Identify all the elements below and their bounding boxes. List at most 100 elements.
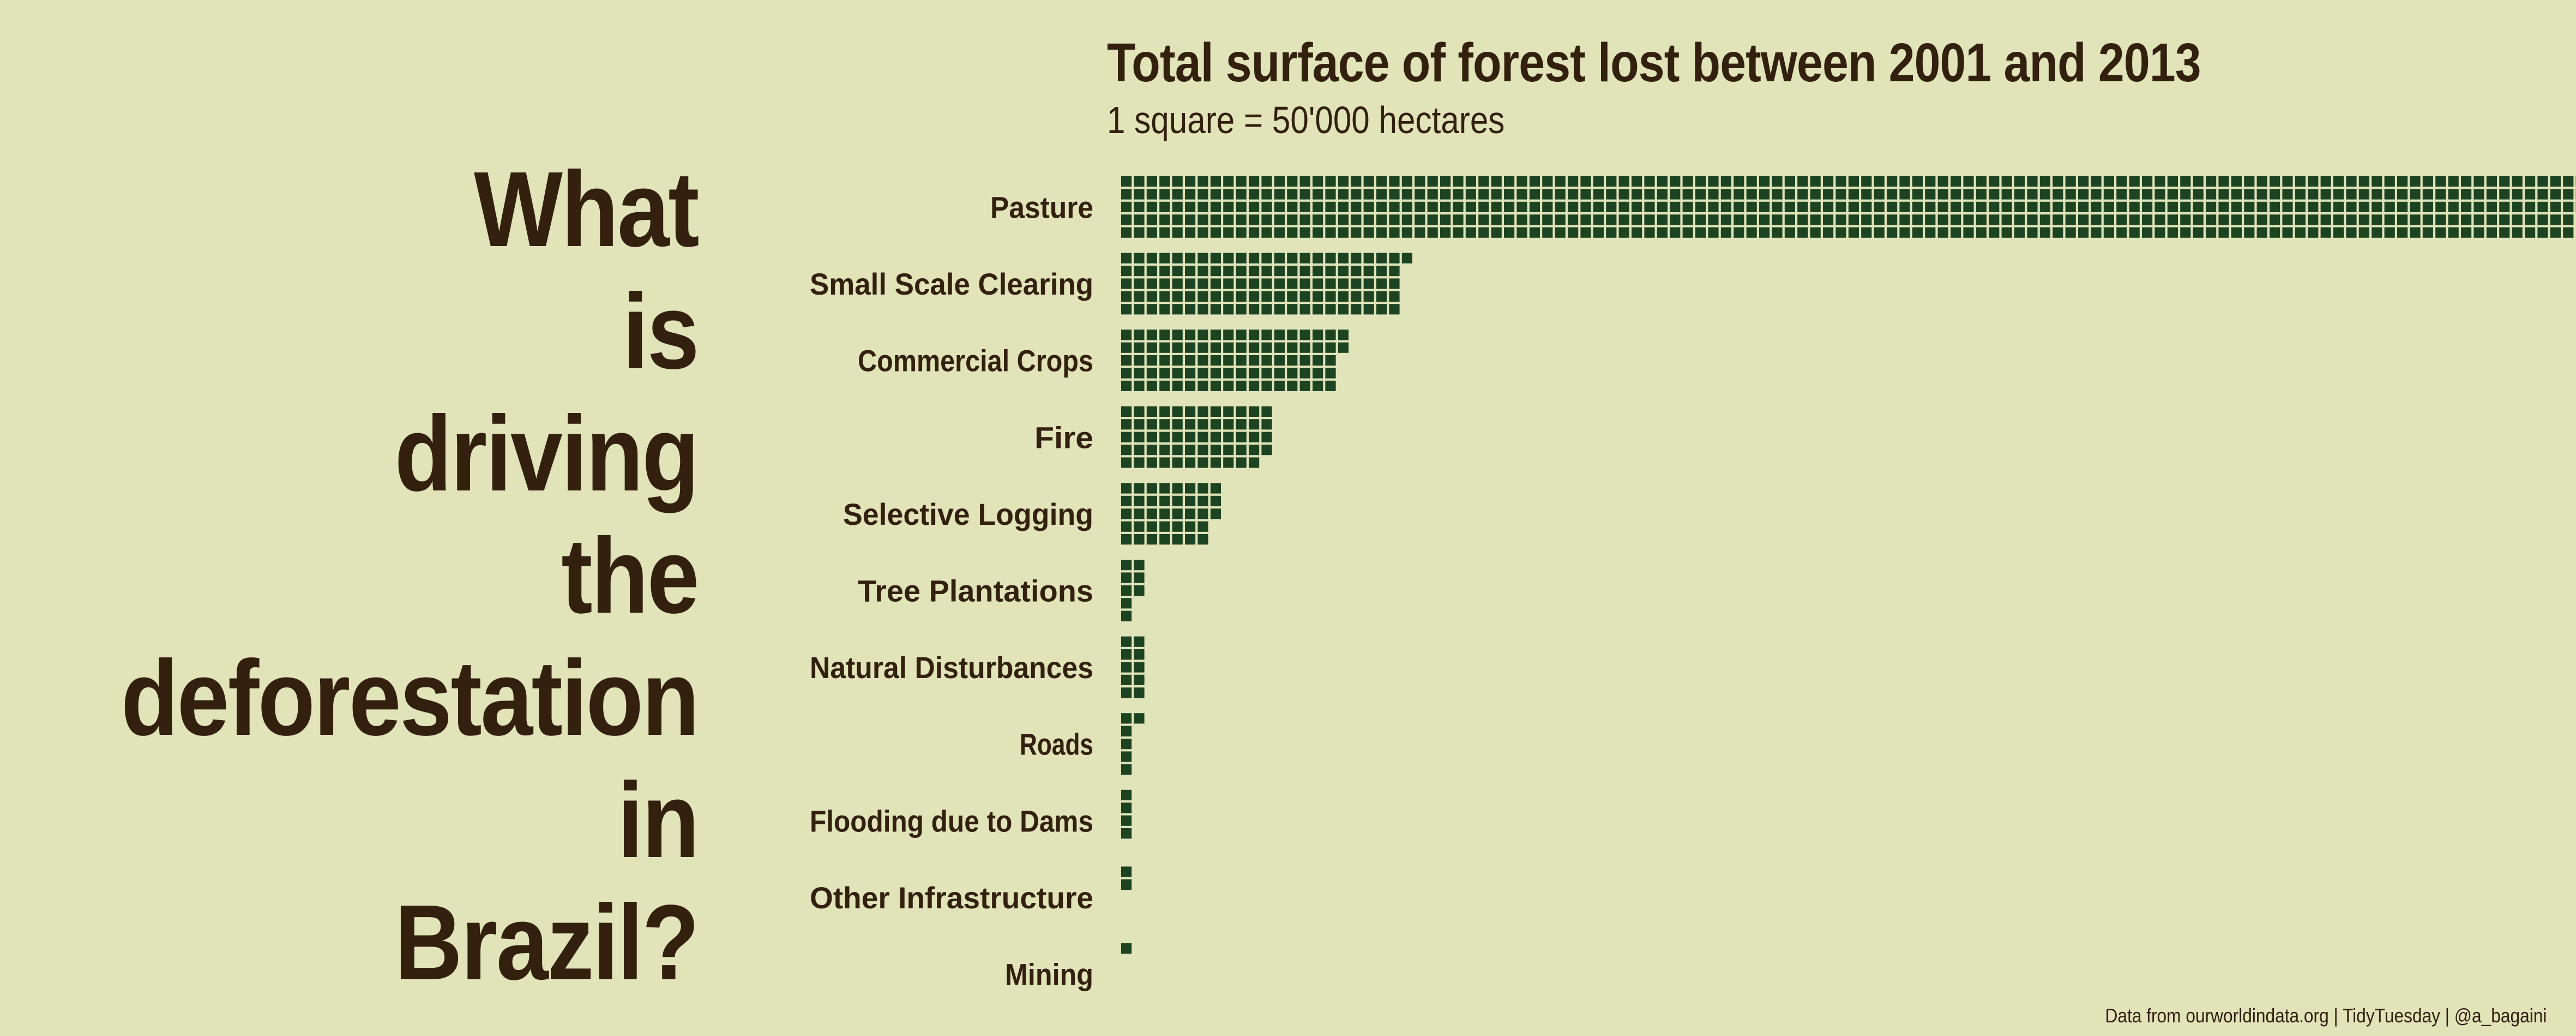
waffle-square — [1376, 176, 1387, 187]
waffle-square — [2461, 176, 2472, 187]
waffle-square — [1580, 176, 1591, 187]
waffle-square — [2116, 214, 2127, 225]
headline-question: What is driving the deforestation in Bra… — [103, 148, 700, 1004]
waffle-square — [1159, 368, 1170, 379]
waffle-square — [1848, 201, 1859, 212]
waffle-square — [1261, 253, 1272, 264]
category-label: Flooding due to Dams — [810, 804, 1093, 838]
waffle-square — [1720, 214, 1731, 225]
waffle-square — [1261, 278, 1272, 289]
waffle-square — [2525, 214, 2536, 225]
waffle-square — [2308, 227, 2319, 238]
waffle-square — [1159, 330, 1170, 340]
waffle-square — [1134, 649, 1145, 660]
waffle-square — [1287, 266, 1298, 277]
waffle-square — [2333, 227, 2344, 238]
waffle-square — [1415, 176, 1425, 187]
waffle-square — [1210, 495, 1221, 506]
waffle-square — [2525, 176, 2536, 187]
waffle-square — [1338, 201, 1349, 212]
waffle-square — [1287, 342, 1298, 353]
waffle-square — [2154, 214, 2165, 225]
waffle-square — [1146, 291, 1157, 302]
waffle-square — [2078, 189, 2089, 200]
waffle-square — [1210, 445, 1221, 456]
waffle-square — [1376, 227, 1387, 238]
waffle-square — [1516, 227, 1527, 238]
waffle-square — [1197, 508, 1208, 519]
waffle-square — [1887, 189, 1898, 200]
waffle-square — [1210, 483, 1221, 494]
waffle-square — [1210, 355, 1221, 366]
waffle-square — [1848, 176, 1859, 187]
headline-line: driving — [394, 394, 700, 513]
waffle-square — [1274, 304, 1285, 315]
waffle-square — [1504, 189, 1515, 200]
waffle-square — [1797, 189, 1808, 200]
waffle-square — [2499, 214, 2510, 225]
waffle-square — [2435, 227, 2446, 238]
waffle-square — [1172, 483, 1183, 494]
waffle-square — [1261, 266, 1272, 277]
waffle-square — [1261, 176, 1272, 187]
waffle-square — [2206, 227, 2217, 238]
waffle-square — [2512, 189, 2523, 200]
waffle-square — [1185, 278, 1196, 289]
waffle-square — [1376, 266, 1387, 277]
waffle-square — [2320, 201, 2331, 212]
waffle-square — [1440, 176, 1451, 187]
waffle-square — [1797, 176, 1808, 187]
waffle-square — [1185, 176, 1196, 187]
waffle-square — [2078, 214, 2089, 225]
waffle-square — [1134, 687, 1145, 698]
waffle-square — [2282, 189, 2293, 200]
waffle-square — [2091, 214, 2102, 225]
waffle-square — [1287, 304, 1298, 315]
waffle-square — [1453, 189, 1464, 200]
waffle-square — [2486, 189, 2497, 200]
waffle-square — [1146, 342, 1157, 353]
waffle-square — [1299, 253, 1310, 264]
waffle-square — [1134, 227, 1145, 238]
waffle-square — [1121, 406, 1132, 417]
waffle-square — [1134, 636, 1145, 647]
waffle-square — [1299, 291, 1310, 302]
waffle-square — [1134, 560, 1145, 571]
waffle-square — [1159, 176, 1170, 187]
waffle-square — [1401, 214, 1412, 225]
waffle-square — [1172, 176, 1183, 187]
waffle-square — [1197, 304, 1208, 315]
waffle-square — [1465, 176, 1476, 187]
waffle-square — [1861, 189, 1872, 200]
waffle-square — [1951, 214, 1961, 225]
waffle-square — [1593, 227, 1604, 238]
waffle-square — [1121, 751, 1132, 762]
waffle-square — [2333, 214, 2344, 225]
waffle-square — [1759, 227, 1770, 238]
waffle-square — [1925, 189, 1936, 200]
waffle-square — [1223, 291, 1234, 302]
waffle-square — [1223, 266, 1234, 277]
waffle-square — [2308, 214, 2319, 225]
waffle-square — [1835, 189, 1846, 200]
waffle-square — [2295, 214, 2306, 225]
waffle-square — [1172, 521, 1183, 532]
bar-commercial-crops — [1121, 330, 1349, 391]
waffle-square — [2486, 214, 2497, 225]
waffle-square — [1848, 214, 1859, 225]
waffle-square — [1121, 739, 1132, 750]
waffle-square — [2027, 189, 2038, 200]
waffle-square — [1963, 201, 1974, 212]
waffle-square — [1146, 406, 1157, 417]
waffle-square — [1121, 330, 1132, 340]
waffle-square — [1772, 227, 1783, 238]
waffle-square — [2027, 201, 2038, 212]
waffle-square — [2358, 201, 2369, 212]
waffle-square — [2550, 227, 2561, 238]
waffle-square — [1784, 201, 1795, 212]
waffle-square — [1146, 214, 1157, 225]
waffle-square — [1670, 227, 1681, 238]
waffle-square — [1504, 201, 1515, 212]
waffle-square — [1478, 201, 1489, 212]
